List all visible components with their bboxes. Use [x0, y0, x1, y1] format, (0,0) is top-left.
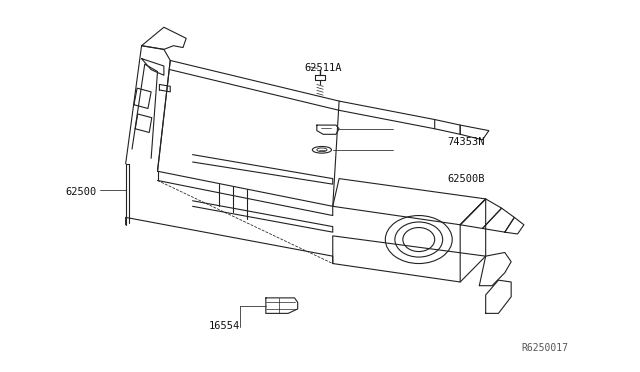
Text: 62511A: 62511A	[304, 63, 342, 73]
Text: 16554: 16554	[209, 321, 240, 331]
Text: 62500B: 62500B	[447, 174, 485, 184]
Text: 74353N: 74353N	[447, 137, 485, 147]
Text: R6250017: R6250017	[522, 343, 568, 353]
Text: 62500: 62500	[65, 186, 97, 196]
